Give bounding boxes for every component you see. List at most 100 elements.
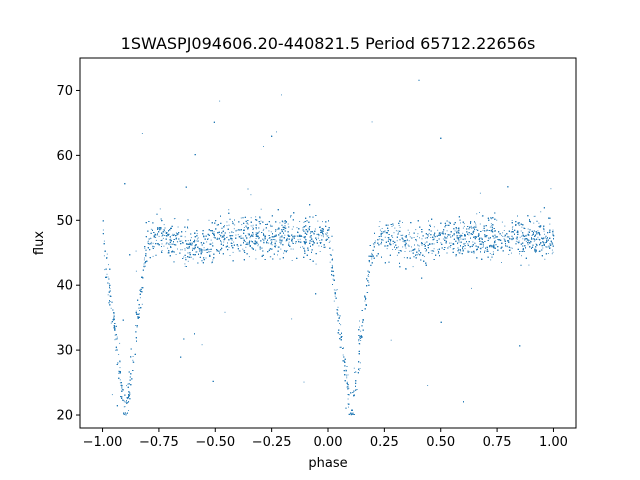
data-point xyxy=(348,387,350,389)
data-point xyxy=(240,217,242,219)
data-point xyxy=(402,234,404,236)
data-point xyxy=(187,252,189,254)
data-point xyxy=(543,230,545,232)
data-point xyxy=(379,238,381,240)
data-point xyxy=(217,237,219,239)
data-point xyxy=(305,230,307,232)
data-point xyxy=(127,383,129,385)
data-point xyxy=(136,326,138,328)
data-point xyxy=(538,226,540,228)
data-point xyxy=(246,237,248,239)
data-point xyxy=(270,225,272,227)
data-point xyxy=(279,222,281,224)
data-point xyxy=(359,335,361,337)
data-point xyxy=(221,241,222,243)
data-point xyxy=(226,237,227,238)
data-point xyxy=(540,211,542,213)
data-point xyxy=(396,240,398,242)
data-point xyxy=(203,249,205,251)
data-points xyxy=(102,79,555,416)
data-point xyxy=(360,330,362,332)
data-point xyxy=(524,238,525,240)
data-point xyxy=(542,227,544,229)
data-point xyxy=(190,237,192,239)
data-point xyxy=(501,221,503,223)
data-point xyxy=(228,209,230,211)
data-point xyxy=(213,231,215,233)
data-point xyxy=(542,247,544,249)
data-point xyxy=(268,230,270,232)
data-point xyxy=(171,235,173,236)
data-point xyxy=(396,254,398,256)
data-point xyxy=(114,339,116,341)
data-point xyxy=(382,239,384,241)
data-point xyxy=(446,224,448,226)
data-point xyxy=(287,237,288,239)
data-point xyxy=(232,232,234,233)
data-point xyxy=(121,388,123,390)
data-point xyxy=(518,240,520,242)
data-point xyxy=(328,227,330,229)
data-point xyxy=(260,208,262,210)
data-point xyxy=(479,223,481,225)
data-point xyxy=(232,221,233,222)
data-point xyxy=(212,259,214,261)
data-point xyxy=(118,354,120,355)
chart-title: 1SWASPJ094606.20-440821.5 Period 65712.2… xyxy=(121,34,536,53)
data-point xyxy=(139,297,141,299)
data-point xyxy=(166,235,168,237)
data-point xyxy=(241,224,243,226)
data-point xyxy=(152,246,154,248)
data-point xyxy=(296,227,298,229)
data-point xyxy=(428,232,430,234)
data-point xyxy=(402,246,404,248)
data-point xyxy=(276,240,278,242)
data-point xyxy=(156,234,158,236)
data-point xyxy=(392,243,394,245)
data-point xyxy=(516,231,518,233)
data-point xyxy=(359,368,361,369)
data-point xyxy=(274,241,276,243)
data-point xyxy=(515,240,517,242)
data-point xyxy=(223,241,225,243)
data-point xyxy=(350,414,352,416)
data-point xyxy=(409,250,411,252)
data-point xyxy=(418,248,420,250)
data-point xyxy=(161,235,163,237)
data-point xyxy=(408,234,410,236)
data-point xyxy=(152,255,154,257)
data-point xyxy=(110,307,112,309)
data-point xyxy=(160,228,162,230)
data-point xyxy=(224,311,226,313)
data-point xyxy=(290,248,292,250)
data-point xyxy=(391,226,393,227)
data-point xyxy=(390,339,392,341)
data-point xyxy=(433,226,435,228)
data-point xyxy=(103,240,105,242)
data-point xyxy=(197,237,199,239)
data-point xyxy=(129,393,131,395)
data-point xyxy=(322,234,324,236)
data-point xyxy=(490,244,492,246)
data-point xyxy=(493,242,495,244)
data-point xyxy=(409,232,410,234)
data-point xyxy=(483,246,484,248)
data-point xyxy=(113,313,115,315)
data-point xyxy=(291,260,293,261)
data-point xyxy=(392,224,394,226)
data-point xyxy=(337,306,339,308)
data-point xyxy=(442,232,444,234)
data-point xyxy=(209,249,211,250)
data-point xyxy=(549,223,551,225)
data-point xyxy=(529,242,531,244)
data-point xyxy=(106,253,108,255)
data-point xyxy=(395,230,397,232)
data-point xyxy=(187,260,189,262)
data-point xyxy=(143,259,145,261)
data-point xyxy=(437,252,439,254)
data-point xyxy=(236,244,238,246)
data-point xyxy=(260,220,262,222)
data-point xyxy=(300,241,302,243)
data-point xyxy=(108,264,109,266)
data-point xyxy=(258,238,260,240)
